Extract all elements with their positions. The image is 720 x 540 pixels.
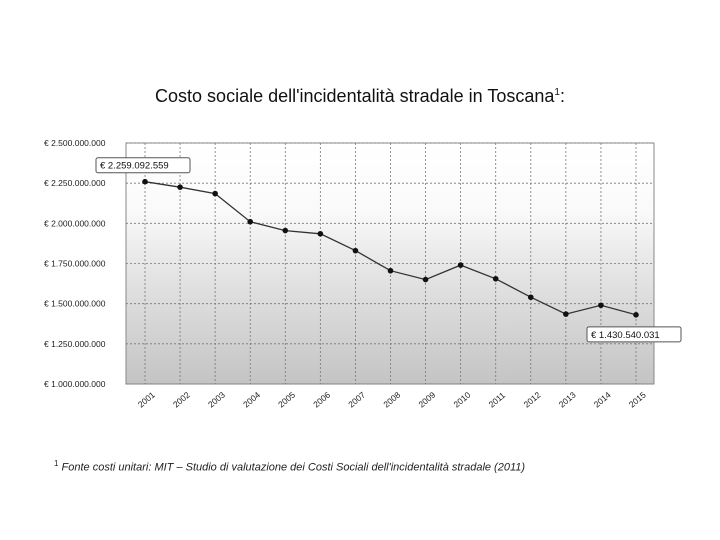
x-axis-ticks: 2001 2002 2003 2004 2005 2006 2007 2008 2009 2010… [136,390,648,410]
chart-title: Costo sociale dell'incidentalità stradal… [0,86,720,107]
x-tick-label: 2005 [276,390,297,410]
x-tick-label: 2007 [346,390,367,410]
x-tick-label: 2010 [452,390,473,410]
footnote: 1 Fonte costi unitari: MIT – Studio di v… [54,459,525,474]
data-point [422,276,429,283]
chart-title-text: Costo sociale dell'incidentalità stradal… [155,86,555,106]
data-point [212,190,218,197]
footnote-text: Fonte costi unitari: MIT – Studio di val… [61,461,526,474]
data-point [282,227,289,234]
data-point [457,262,464,268]
data-point [527,294,534,301]
annotation-label: € 2.259.092.559 [100,161,169,172]
data-point [598,302,604,309]
data-point [492,275,499,282]
data-point [563,311,569,317]
data-point [352,247,359,254]
annotations: € 2.259.092.559 € 1.430.540.031 [95,157,682,343]
x-tick-label: 2003 [206,390,227,410]
data-point [317,230,324,237]
x-tick-label: 2002 [171,390,192,410]
x-tick-label: 2013 [557,390,578,410]
y-tick-label: € 2.250.000.000 [44,178,106,188]
footnote-mark: 1 [54,459,59,468]
series-markers [142,178,639,318]
data-point [633,312,639,318]
x-tick-label: 2015 [627,390,648,410]
y-tick-label: € 1.000.000.000 [44,379,106,389]
x-tick-label: 2001 [136,390,157,410]
x-tick-label: 2014 [592,390,613,410]
annotation-label: € 1.430.540.031 [591,330,660,341]
x-tick-label: 2006 [311,390,332,410]
y-tick-label: € 1.750.000.000 [44,259,106,269]
data-point [387,267,394,274]
x-tick-label: 2009 [416,390,437,410]
data-point [247,218,254,225]
chart-title-note-mark: 1 [554,87,560,98]
data-point [142,178,148,185]
y-tick-label: € 1.500.000.000 [44,299,106,309]
y-tick-label: € 1.250.000.000 [44,339,106,349]
y-axis-ticks: € 2.500.000.000 € 2.250.000.000 € 2.000.00… [44,138,106,389]
x-tick-label: 2004 [241,390,262,410]
annotation-box [95,157,191,174]
annotation-box [586,326,682,343]
x-tick-label: 2011 [487,390,508,410]
x-tick-label: 2008 [381,390,402,410]
data-point [177,184,183,190]
y-tick-label: € 2.000.000.000 [44,218,106,228]
y-tick-label: € 2.500.000.000 [44,138,106,148]
chart-title-suffix: : [559,86,565,106]
x-tick-label: 2012 [522,390,543,410]
